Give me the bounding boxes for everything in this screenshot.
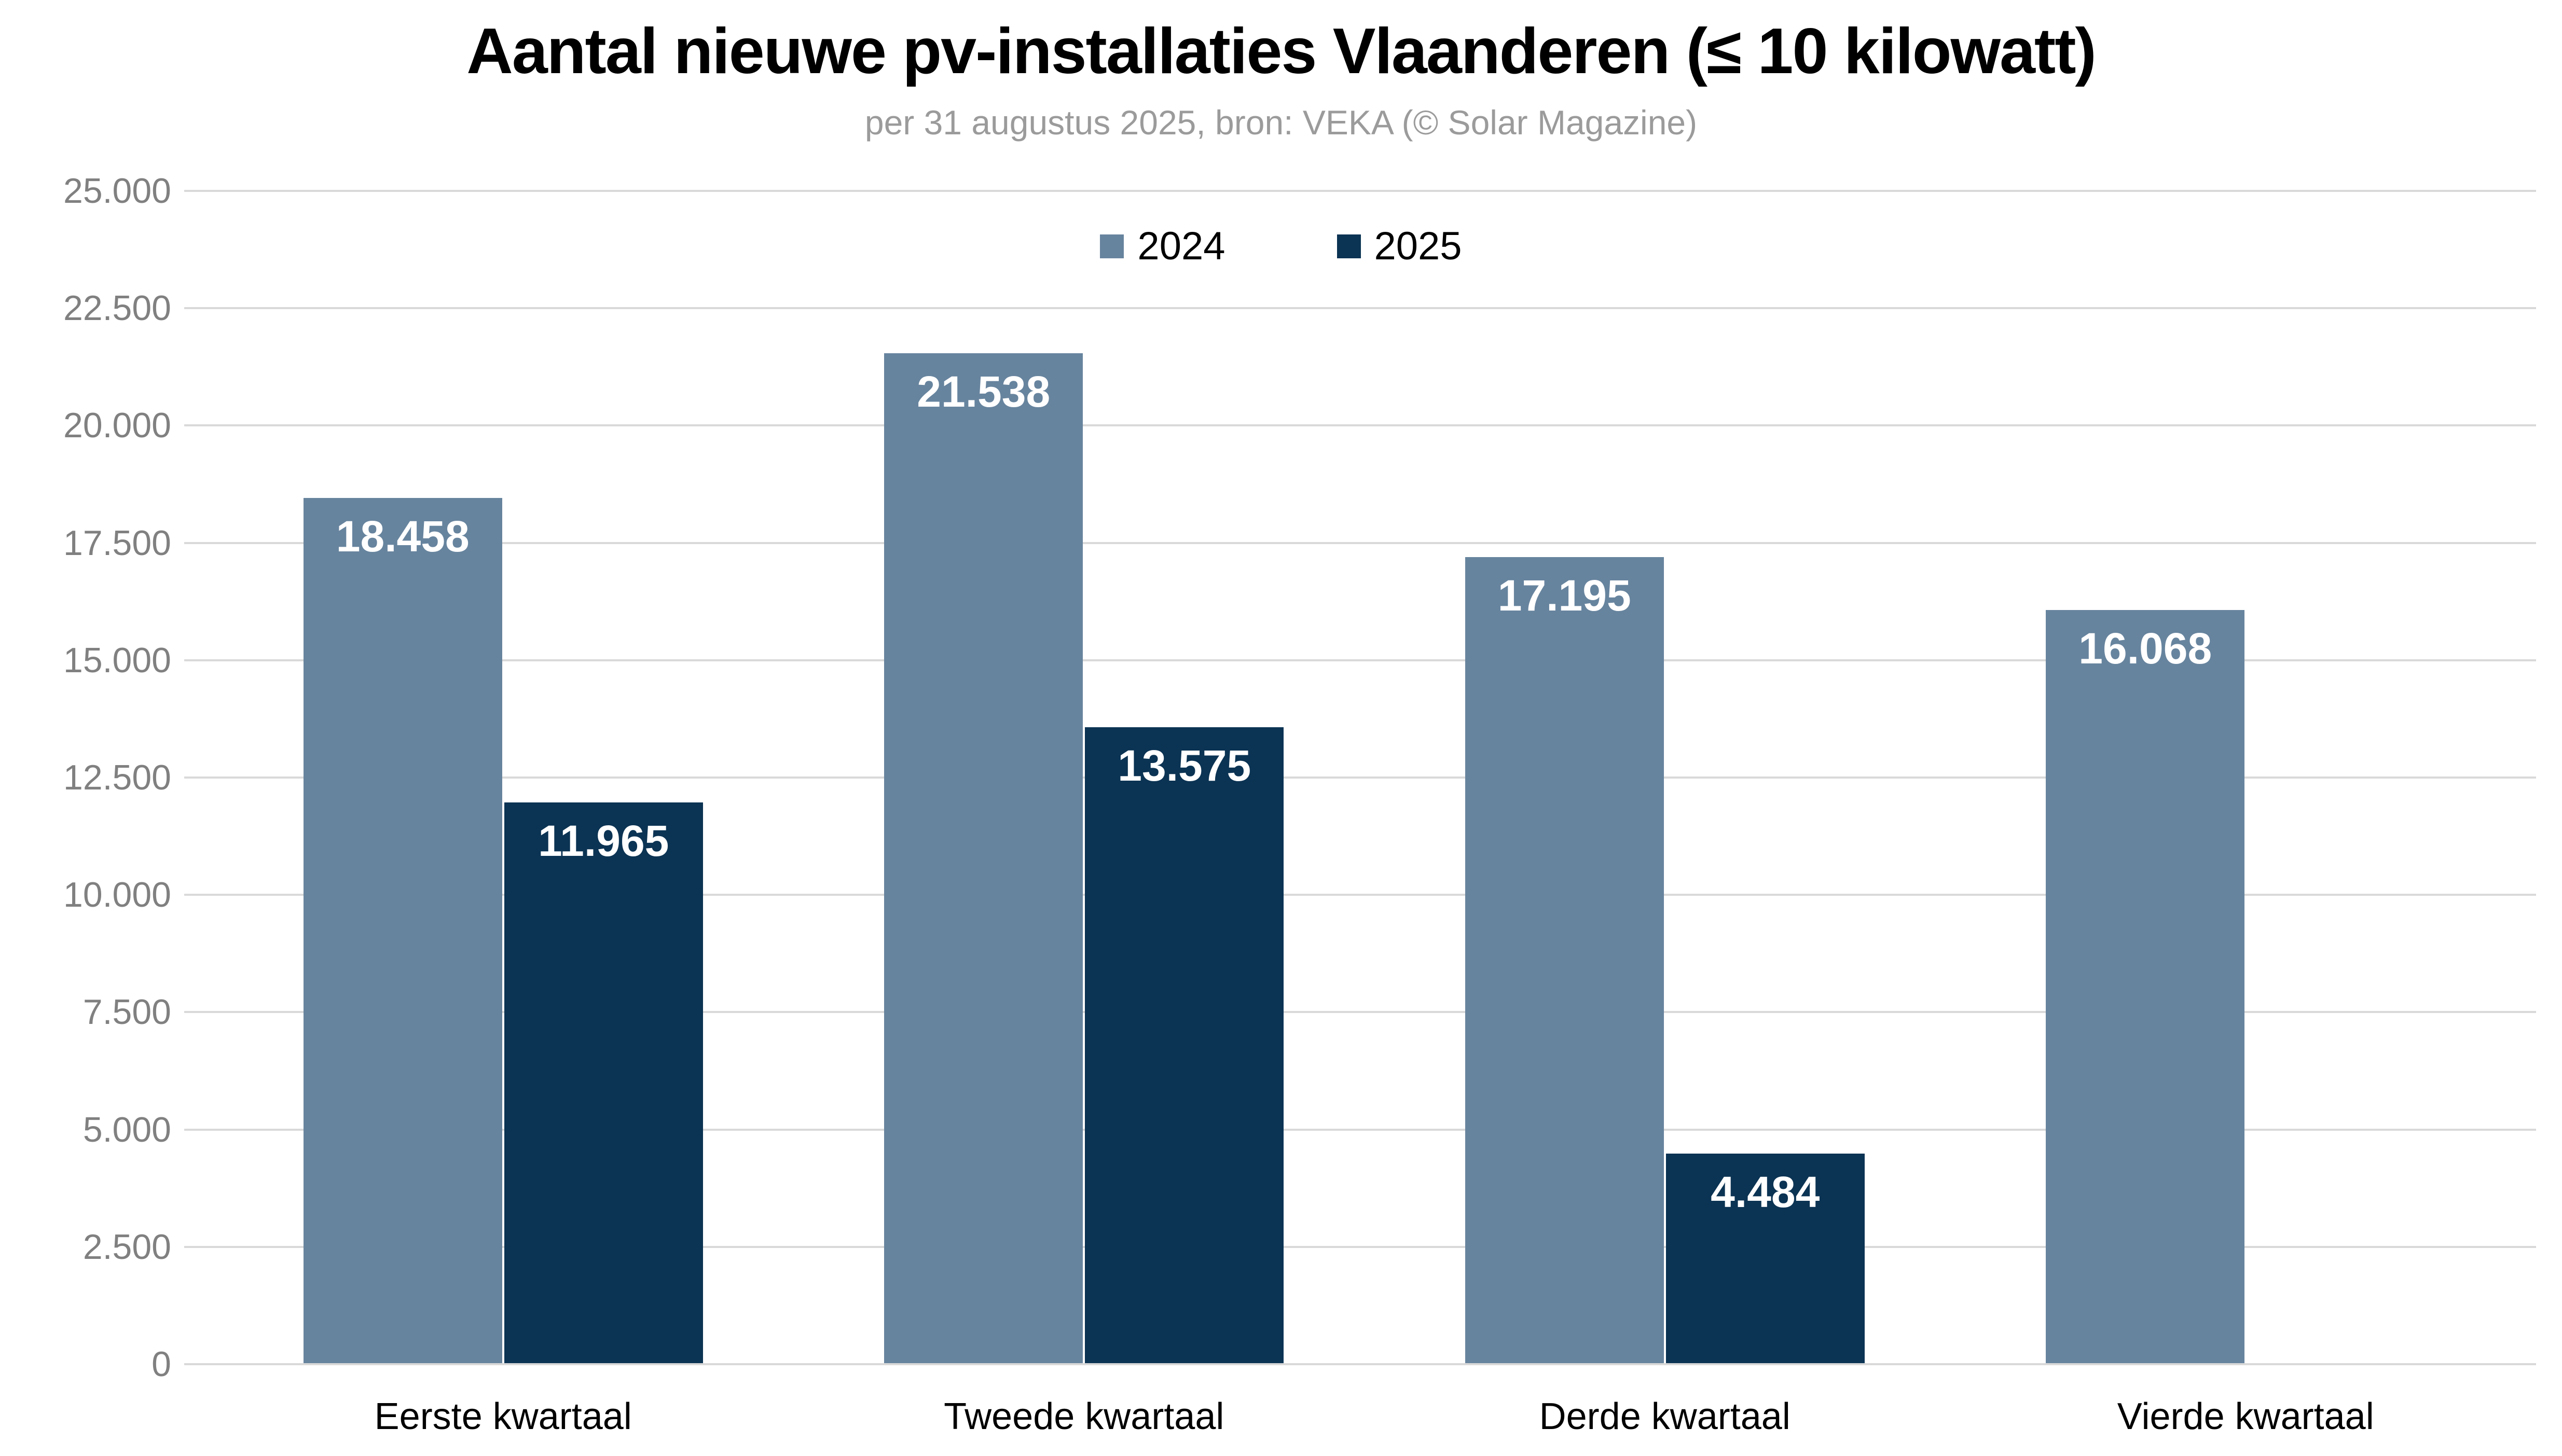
x-axis-baseline xyxy=(184,1363,2536,1365)
chart-subtitle: per 31 augustus 2025, bron: VEKA (© Sola… xyxy=(864,103,1698,142)
bar-2025-derde-kwartaal: 4.484 xyxy=(1665,1154,1865,1364)
bar-value-label: 17.195 xyxy=(1497,571,1631,620)
y-axis-tick-label: 2.500 xyxy=(82,1227,171,1267)
legend-label: 2024 xyxy=(1137,224,1225,268)
bar-value-label: 18.458 xyxy=(336,511,470,561)
gridline xyxy=(184,424,2536,427)
gridline xyxy=(184,776,2536,779)
gridline xyxy=(184,1128,2536,1131)
y-axis-tick-label: 12.500 xyxy=(63,758,171,797)
bar-value-label: 21.538 xyxy=(917,367,1051,417)
x-axis-category-label: Vierde kwartaal xyxy=(2117,1396,2374,1437)
y-axis-tick-label: 10.000 xyxy=(63,875,171,915)
legend-swatch-icon xyxy=(1100,234,1124,258)
gridline xyxy=(184,190,2536,192)
legend-label: 2025 xyxy=(1374,224,1462,268)
chart-title: Aantal nieuwe pv-installaties Vlaanderen… xyxy=(466,16,2097,87)
legend-item-2024: 2024 xyxy=(1100,227,1225,266)
y-axis-tick-label: 20.000 xyxy=(63,406,171,446)
y-axis-tick-label: 7.500 xyxy=(82,992,171,1032)
y-axis-tick-label: 15.000 xyxy=(63,640,171,680)
bar-value-label: 16.068 xyxy=(2078,624,2212,673)
bar-2024-derde-kwartaal: 17.195 xyxy=(1465,557,1664,1364)
bar-value-label: 4.484 xyxy=(1711,1168,1820,1217)
x-axis-category-label: Eerste kwartaal xyxy=(374,1396,632,1437)
bar-value-label: 13.575 xyxy=(1118,741,1251,790)
y-axis-tick-label: 22.500 xyxy=(63,288,171,328)
y-axis-tick-label: 17.500 xyxy=(63,523,171,563)
x-axis-category-label: Tweede kwartaal xyxy=(944,1396,1224,1437)
y-axis-tick-label: 25.000 xyxy=(63,171,171,211)
y-axis-tick-label: 0 xyxy=(151,1344,171,1384)
gridline xyxy=(184,1245,2536,1248)
gridline xyxy=(184,659,2536,661)
bar-2024-vierde-kwartaal: 16.068 xyxy=(2046,610,2245,1364)
gridline xyxy=(184,542,2536,544)
bar-value-label: 11.965 xyxy=(538,816,669,866)
gridline xyxy=(184,1011,2536,1014)
x-axis-category-label: Derde kwartaal xyxy=(1539,1396,1790,1437)
bar-2025-tweede-kwartaal: 13.575 xyxy=(1085,727,1284,1364)
gridline xyxy=(184,307,2536,310)
y-axis-tick-label: 5.000 xyxy=(82,1110,171,1149)
legend-swatch-icon xyxy=(1337,234,1361,258)
bar-2025-eerste-kwartaal: 11.965 xyxy=(504,802,703,1364)
bar-2024-tweede-kwartaal: 21.538 xyxy=(884,353,1083,1364)
bar-2024-eerste-kwartaal: 18.458 xyxy=(303,497,502,1364)
legend-item-2025: 2025 xyxy=(1337,227,1462,266)
legend: 2024 2025 xyxy=(0,227,2562,266)
gridline xyxy=(184,894,2536,896)
